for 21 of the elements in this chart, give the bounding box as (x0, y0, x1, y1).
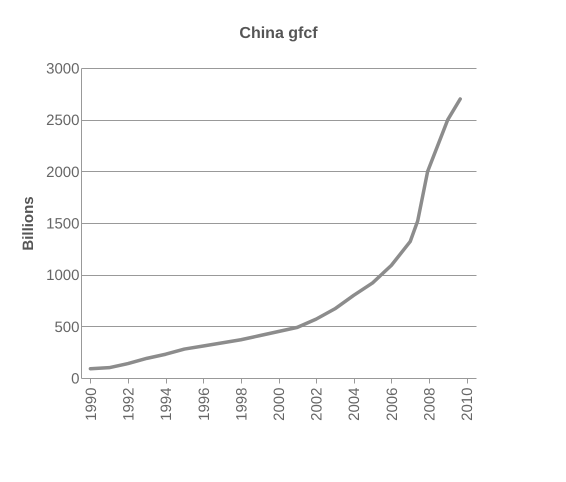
x-tick-label: 2000 (271, 388, 288, 421)
x-tick-label: 2006 (384, 388, 401, 421)
y-tick-label: 2500 (46, 112, 80, 130)
chart-title: China gfcf (239, 25, 318, 42)
y-axis-title: Billions (20, 196, 38, 251)
x-tick-label: 2002 (308, 388, 326, 421)
x-tick-label: 2008 (421, 388, 438, 421)
y-tick-label: 2000 (46, 164, 80, 181)
x-tick-label: 1996 (196, 388, 213, 421)
x-tick-label: 1992 (120, 388, 138, 421)
x-tick-label: 2010 (459, 388, 476, 421)
y-tick-label: 3000 (46, 60, 80, 78)
y-tick-label: 500 (54, 318, 80, 336)
y-tick-label: 1500 (46, 216, 80, 232)
y-tick-label: 1000 (46, 267, 80, 284)
x-tick-label: 1998 (233, 388, 250, 421)
x-tick-label: 2004 (346, 388, 364, 421)
line-series (88, 97, 462, 370)
x-tick-label: 1994 (158, 388, 176, 421)
y-tick-label: 0 (71, 370, 80, 388)
x-tick-label: 1990 (82, 388, 100, 421)
